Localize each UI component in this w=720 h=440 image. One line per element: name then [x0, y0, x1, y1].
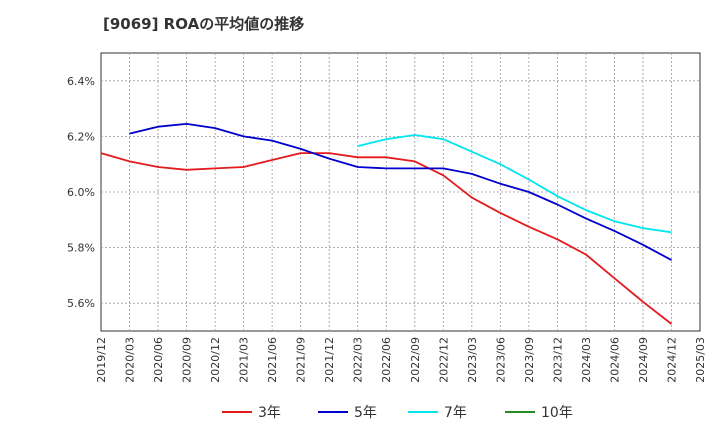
y-tick-label: 6.2%: [67, 130, 95, 143]
series-line: [129, 123, 672, 261]
y-tick-label: 6.0%: [67, 186, 95, 199]
x-tick-label: 2023/09: [523, 337, 536, 383]
x-tick-label: 2024/03: [580, 337, 593, 383]
x-tick-label: 2021/12: [323, 337, 336, 383]
x-tick-label: 2024/06: [608, 337, 621, 383]
x-tick-label: 2023/12: [551, 337, 564, 383]
legend-label: 5年: [354, 405, 377, 421]
x-tick-label: 2024/12: [665, 337, 678, 383]
y-tick-label: 6.4%: [67, 75, 95, 88]
x-tick-label: 2021/06: [266, 337, 279, 383]
x-tick-label: 2020/03: [124, 337, 137, 383]
x-tick-label: 2020/09: [181, 337, 194, 383]
series-line: [100, 152, 673, 325]
x-tick-label: 2025/03: [694, 337, 707, 383]
plot-area: [100, 52, 701, 332]
legend-label: 7年: [444, 405, 467, 421]
x-tick-label: 2022/03: [352, 337, 365, 383]
x-tick-label: 2021/03: [238, 337, 251, 383]
x-tick-label: 2022/12: [437, 337, 450, 383]
x-tick-label: 2022/09: [409, 337, 422, 383]
legend-label: 3年: [258, 405, 281, 421]
x-tick-label: 2020/06: [152, 337, 165, 383]
y-tick-label: 5.6%: [67, 297, 95, 310]
x-tick-label: 2021/09: [295, 337, 308, 383]
legend-label: 10年: [541, 405, 573, 421]
x-tick-label: 2022/06: [380, 337, 393, 383]
x-tick-label: 2023/06: [494, 337, 507, 383]
chart-title: [9069] ROAの平均値の推移: [103, 15, 305, 33]
x-tick-label: 2024/09: [637, 337, 650, 383]
x-tick-label: 2023/03: [466, 337, 479, 383]
series-line: [357, 134, 672, 234]
y-tick-label: 5.8%: [67, 242, 95, 255]
x-tick-label: 2019/12: [95, 337, 108, 383]
x-tick-label: 2020/12: [209, 337, 222, 383]
